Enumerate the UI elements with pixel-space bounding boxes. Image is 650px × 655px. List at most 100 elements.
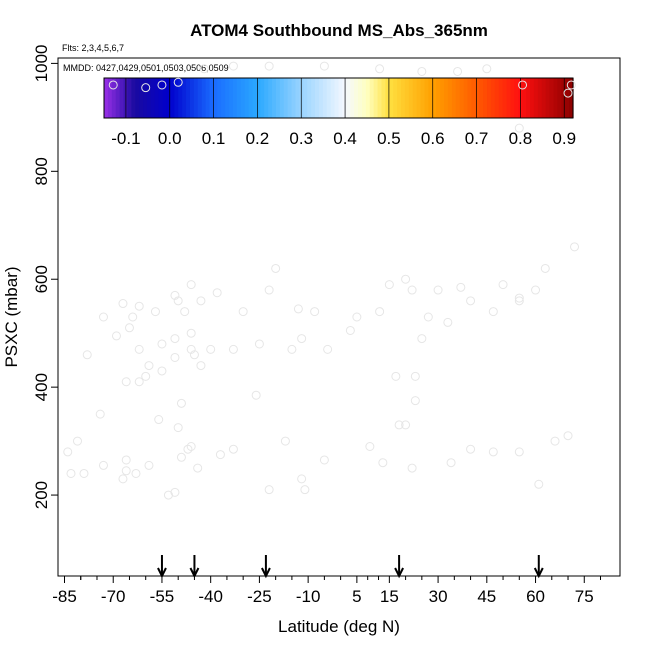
sample-point [150, 307, 160, 317]
colorbar-cell [436, 78, 441, 118]
colorbar-cell [502, 78, 508, 118]
sample-point [154, 415, 164, 425]
colorbar-cell [244, 78, 250, 118]
sample-point [540, 263, 550, 273]
sample-point [300, 485, 310, 495]
colorbar-cell [170, 78, 175, 118]
colorbar-cell [315, 78, 320, 118]
sample-point [378, 458, 388, 468]
sample-point [566, 80, 576, 90]
y-tick-label: 600 [32, 265, 51, 293]
colorbar-cell [143, 78, 148, 118]
x-tick-label: 60 [526, 587, 545, 606]
y-axis: 200 400 600 800 1000 [32, 44, 58, 509]
sample-point [563, 88, 573, 98]
sample-point [401, 420, 411, 430]
sample-point [118, 299, 128, 309]
colorbar-tick-label: 0.7 [465, 129, 489, 148]
colorbar-cell [471, 78, 476, 118]
sample-point [488, 447, 498, 457]
colorbar-tick-label: 0.9 [552, 129, 576, 148]
sample-point [121, 377, 131, 387]
colorbar-tick-label: 0.3 [289, 129, 313, 148]
sample-point [488, 307, 498, 317]
sample-point [375, 64, 385, 74]
colorbar-cell [115, 78, 121, 118]
sample-point [466, 444, 476, 454]
x-tick-label: 30 [429, 587, 448, 606]
colorbar-cell [131, 78, 136, 118]
colorbar-cell [275, 78, 281, 118]
colorbar-cell [232, 78, 238, 118]
colorbar-cell [334, 78, 340, 118]
sample-point [319, 455, 329, 465]
sample-point [134, 344, 144, 354]
sample-point [433, 285, 443, 295]
colorbar-cell [264, 78, 269, 118]
colorbar-cell [444, 78, 449, 118]
x-tick-label: -25 [247, 587, 272, 606]
sample-point [518, 80, 528, 90]
sample-point [176, 398, 186, 408]
x-tick-label: -55 [150, 587, 175, 606]
colorbar-cell [557, 78, 562, 118]
sample-point [212, 288, 222, 298]
sample-point [170, 290, 180, 300]
colorbar-cell [385, 78, 390, 118]
sample-point [144, 361, 154, 371]
colorbar-tick-label: 0.2 [246, 129, 270, 148]
colorbar-cell [111, 78, 117, 118]
colorbar-cell [365, 78, 371, 118]
colorbar-cell [350, 78, 355, 118]
x-tick-label: -70 [101, 587, 126, 606]
sample-point [157, 339, 167, 349]
sample-point [186, 280, 196, 290]
colorbar-cell [467, 78, 472, 118]
x-tick-label: -85 [52, 587, 77, 606]
colorbar-cell [256, 78, 261, 118]
colorbar-cell [287, 78, 293, 118]
sample-point [66, 468, 76, 478]
colorbar-cell [193, 78, 199, 118]
colorbar-cell [326, 78, 332, 118]
sample-point [417, 66, 427, 76]
sample-point [514, 123, 524, 133]
colorbar-cell [537, 78, 543, 118]
colorbar-cell [381, 78, 386, 118]
sample-point [193, 463, 203, 473]
sample-point [128, 312, 138, 322]
x-axis: -85 -70 -55 -40 -25 -10 5 15 30 45 60 75 [52, 576, 602, 606]
sample-point [531, 285, 541, 295]
sample-point [264, 61, 274, 71]
colorbar-tick-label: 0.1 [202, 129, 226, 148]
sample-point [323, 344, 333, 354]
sample-point [108, 80, 118, 90]
sample-point [407, 285, 417, 295]
colorbar-cell [432, 78, 437, 118]
colorbar-cell [322, 78, 328, 118]
sample-point [365, 442, 375, 451]
y-tick-label: 200 [32, 481, 51, 509]
colorbar-cell [522, 78, 527, 118]
sample-point [131, 468, 141, 478]
sample-point [121, 466, 131, 476]
sample-point [482, 64, 492, 74]
sample-point [186, 344, 196, 354]
sample-point [345, 325, 355, 335]
sample-point [514, 293, 524, 303]
colorbar-cell [420, 78, 426, 118]
sample-point [534, 479, 544, 489]
sample-point [163, 490, 173, 500]
x-tick-label: 45 [477, 587, 496, 606]
sample-point [251, 390, 261, 400]
sample-point [228, 344, 238, 354]
colorbar-cell [545, 78, 551, 118]
colorbar-cell [510, 78, 515, 118]
sample-point [173, 296, 183, 306]
sample-points [63, 61, 580, 500]
sample-point [310, 307, 320, 317]
colorbar-cell [487, 78, 492, 118]
sample-point [563, 431, 573, 441]
sample-point [124, 323, 134, 333]
